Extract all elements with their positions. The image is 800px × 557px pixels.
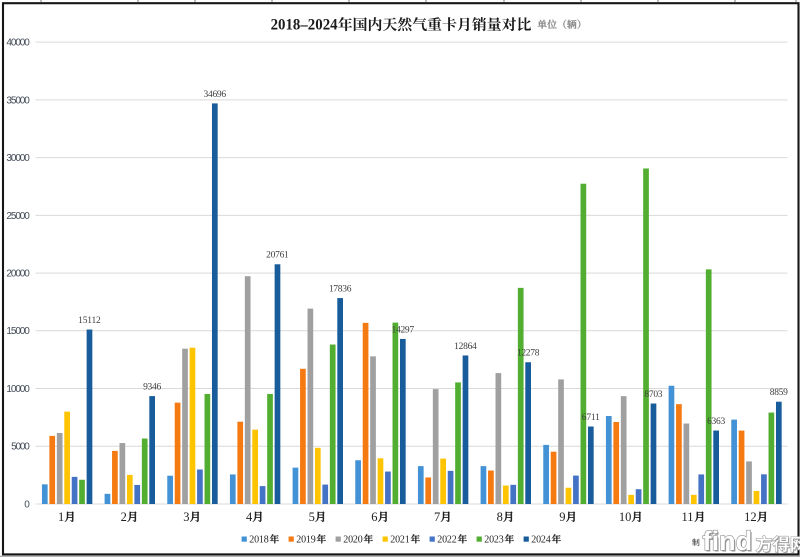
svg-text:35000: 35000 bbox=[6, 95, 30, 106]
svg-text:6711: 6711 bbox=[582, 413, 600, 423]
svg-text:30000: 30000 bbox=[6, 153, 30, 164]
svg-text:9: 9 bbox=[559, 510, 565, 524]
svg-text:12864: 12864 bbox=[454, 342, 477, 352]
svg-text:10: 10 bbox=[619, 510, 632, 524]
svg-text:11: 11 bbox=[682, 510, 694, 524]
svg-text:1: 1 bbox=[58, 510, 64, 524]
svg-text:8: 8 bbox=[497, 510, 503, 524]
svg-text:4: 4 bbox=[246, 510, 253, 524]
svg-text:12: 12 bbox=[744, 510, 757, 524]
svg-text:40000: 40000 bbox=[6, 38, 30, 49]
svg-text:15112: 15112 bbox=[78, 316, 101, 326]
svg-text:25000: 25000 bbox=[6, 211, 30, 222]
svg-text:8703: 8703 bbox=[644, 390, 662, 400]
svg-text:10000: 10000 bbox=[6, 384, 30, 395]
svg-text:17836: 17836 bbox=[329, 284, 352, 294]
svg-text:2022: 2022 bbox=[437, 535, 457, 546]
svg-text:0: 0 bbox=[24, 499, 30, 510]
svg-text:15000: 15000 bbox=[6, 326, 30, 337]
svg-text:14297: 14297 bbox=[392, 325, 415, 335]
svg-text:8859: 8859 bbox=[770, 388, 788, 398]
svg-text:5000: 5000 bbox=[11, 442, 30, 453]
svg-text:6363: 6363 bbox=[707, 417, 725, 427]
svg-text:20761: 20761 bbox=[266, 251, 289, 261]
svg-text:3: 3 bbox=[183, 510, 189, 524]
svg-text:7: 7 bbox=[434, 510, 440, 524]
svg-text:2019: 2019 bbox=[296, 535, 316, 546]
svg-text:2023: 2023 bbox=[484, 535, 504, 546]
svg-text:9346: 9346 bbox=[143, 382, 161, 392]
svg-text:find: find bbox=[703, 526, 752, 556]
svg-text:2024: 2024 bbox=[531, 535, 551, 546]
svg-text:6: 6 bbox=[371, 510, 377, 524]
svg-text:2018: 2018 bbox=[249, 535, 269, 546]
svg-text:find: find bbox=[704, 528, 753, 557]
svg-text:12278: 12278 bbox=[517, 349, 540, 359]
svg-text:34696: 34696 bbox=[204, 90, 227, 100]
svg-text:2020: 2020 bbox=[343, 535, 363, 546]
svg-text:2018–2024: 2018–2024 bbox=[271, 16, 338, 33]
svg-text:2: 2 bbox=[121, 510, 127, 524]
svg-text:20000: 20000 bbox=[6, 268, 30, 279]
svg-text:2021: 2021 bbox=[390, 535, 410, 546]
svg-text:5: 5 bbox=[309, 510, 315, 524]
